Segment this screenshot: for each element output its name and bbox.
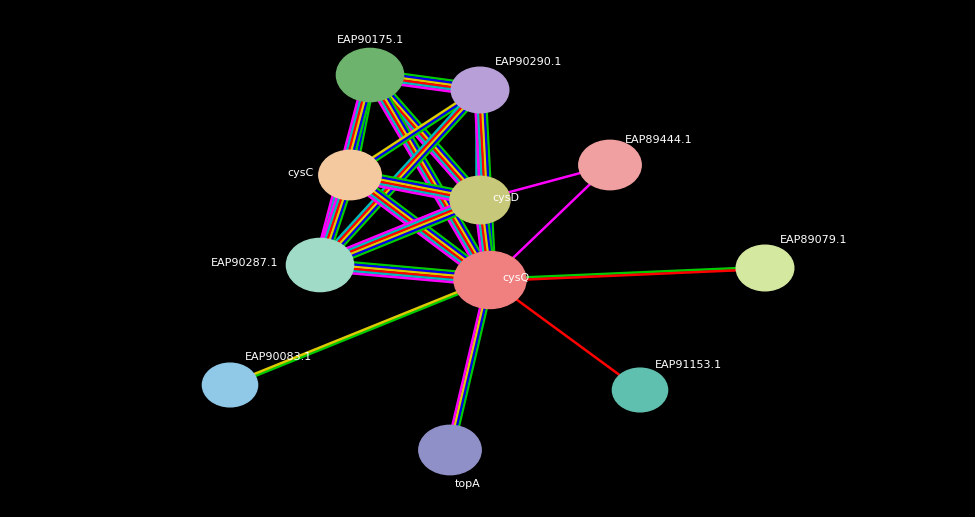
Ellipse shape <box>287 238 354 292</box>
Text: EAP90290.1: EAP90290.1 <box>495 57 563 67</box>
Ellipse shape <box>612 368 668 412</box>
Ellipse shape <box>336 49 404 102</box>
Text: cysQ: cysQ <box>502 273 529 283</box>
Ellipse shape <box>451 67 509 113</box>
Ellipse shape <box>736 245 794 291</box>
Text: EAP90287.1: EAP90287.1 <box>211 258 278 268</box>
Text: EAP91153.1: EAP91153.1 <box>655 360 722 370</box>
Ellipse shape <box>419 425 482 475</box>
Text: EAP90175.1: EAP90175.1 <box>336 35 404 45</box>
Text: EAP89444.1: EAP89444.1 <box>625 135 692 145</box>
Ellipse shape <box>319 150 381 200</box>
Text: cysC: cysC <box>288 168 314 178</box>
Ellipse shape <box>203 363 257 407</box>
Ellipse shape <box>450 176 510 224</box>
Text: topA: topA <box>455 479 481 489</box>
Text: EAP90083.1: EAP90083.1 <box>245 352 312 362</box>
Text: cysD: cysD <box>492 193 519 203</box>
Ellipse shape <box>454 251 526 309</box>
Text: EAP89079.1: EAP89079.1 <box>780 235 847 245</box>
Ellipse shape <box>579 140 642 190</box>
